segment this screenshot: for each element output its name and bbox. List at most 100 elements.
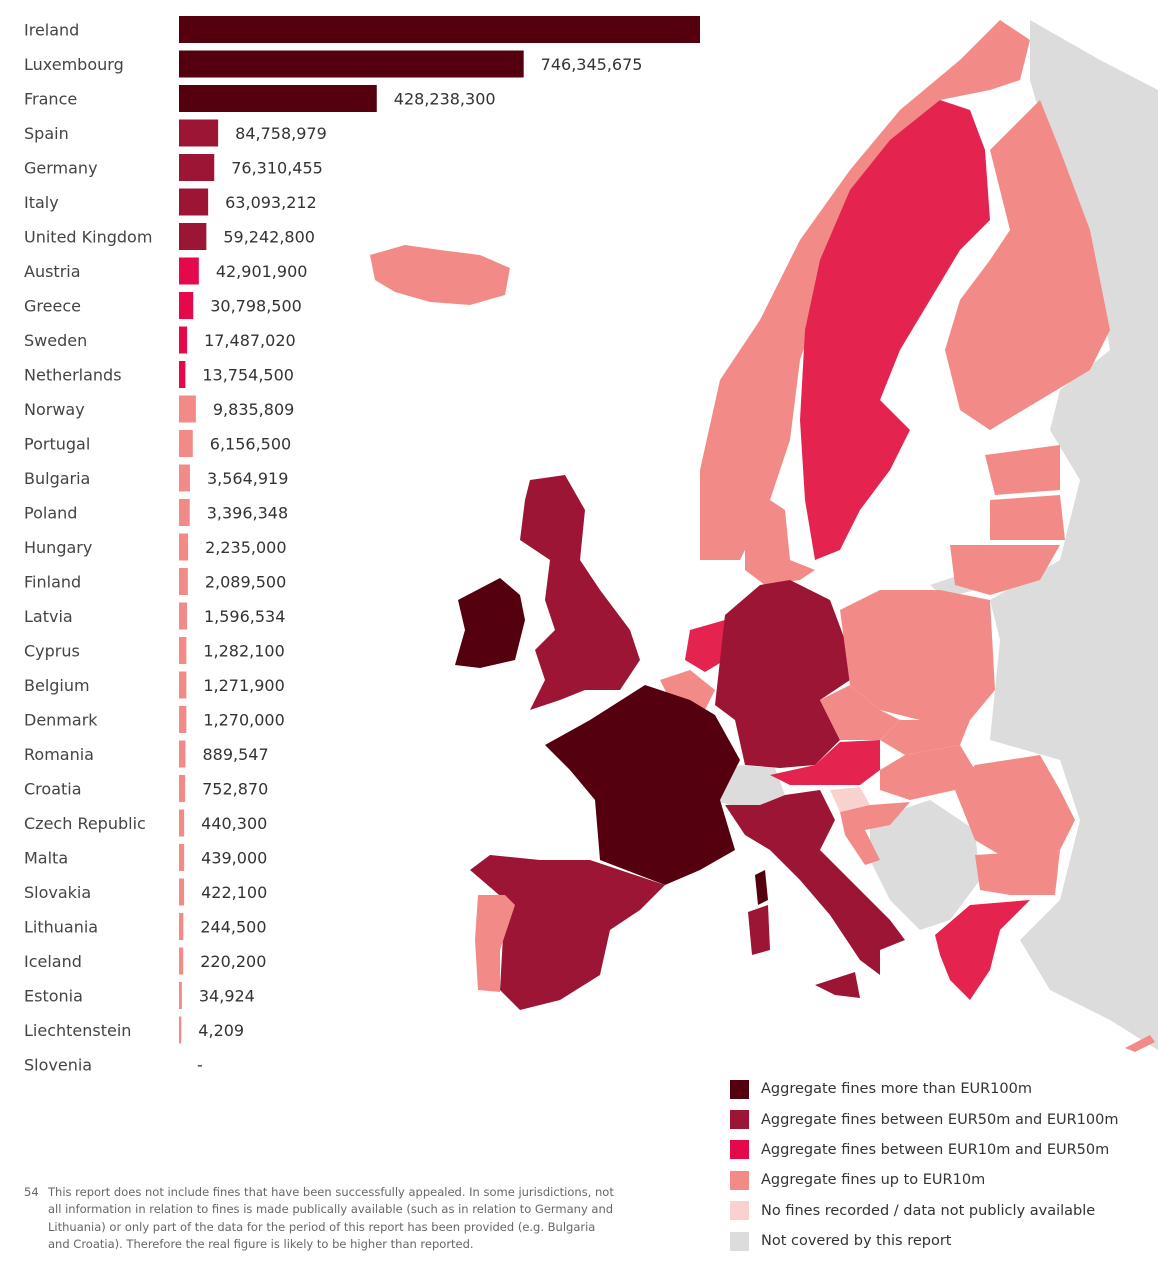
fines-bar-chart: Ireland1,303,514,500Luxembourg746,345,67… bbox=[24, 16, 700, 1075]
bar bbox=[179, 257, 199, 285]
category-label: Lithuania bbox=[24, 918, 98, 937]
bar bbox=[179, 706, 187, 733]
bar bbox=[179, 499, 190, 526]
value-label: 59,242,800 bbox=[223, 228, 315, 247]
map-country-slovenia bbox=[830, 787, 870, 812]
legend-item-no-fines: No fines recorded / data not publicly av… bbox=[730, 1196, 1150, 1226]
bar bbox=[179, 568, 188, 595]
legend-label: Aggregate fines between EUR50m and EUR10… bbox=[761, 1111, 1119, 1128]
value-label: 439,000 bbox=[201, 849, 267, 868]
category-label: Slovenia bbox=[24, 1056, 92, 1075]
map-country-hungary bbox=[880, 745, 975, 800]
map-country-sweden bbox=[800, 100, 990, 560]
legend: Aggregate fines more than EUR100m Aggreg… bbox=[730, 1074, 1150, 1256]
map-country-sicily bbox=[815, 972, 860, 998]
value-label: 1,271,900 bbox=[203, 676, 284, 695]
map-country-norway bbox=[700, 20, 1030, 560]
value-label: 889,547 bbox=[202, 745, 268, 764]
legend-swatch bbox=[730, 1170, 749, 1190]
map-country-germany bbox=[715, 580, 850, 768]
bars-group: Ireland1,303,514,500Luxembourg746,345,67… bbox=[24, 16, 700, 1075]
value-label: 84,758,979 bbox=[235, 124, 327, 143]
map-region-balkans bbox=[870, 800, 980, 930]
bar bbox=[179, 533, 189, 561]
bar bbox=[179, 809, 185, 837]
map-country-greece bbox=[935, 900, 1030, 1000]
bar bbox=[179, 844, 185, 871]
map-country-italy bbox=[725, 790, 905, 975]
bar bbox=[179, 982, 182, 1009]
bar bbox=[179, 326, 188, 354]
map-country-slovakia bbox=[880, 720, 970, 755]
legend-item-over-100m: Aggregate fines more than EUR100m bbox=[730, 1074, 1150, 1104]
bar bbox=[179, 740, 186, 768]
value-label: 3,396,348 bbox=[207, 504, 288, 523]
category-label: Finland bbox=[24, 573, 81, 592]
map-country-portugal bbox=[475, 895, 515, 992]
bar bbox=[179, 775, 186, 802]
legend-swatch bbox=[730, 1231, 749, 1251]
bar bbox=[179, 430, 193, 457]
map-country-sardinia bbox=[748, 905, 770, 955]
value-label: 34,924 bbox=[199, 987, 255, 1006]
bar bbox=[179, 292, 194, 319]
map-region-not-covered-east bbox=[990, 20, 1158, 1050]
category-label: Germany bbox=[24, 159, 98, 178]
bar bbox=[179, 671, 187, 699]
map-country-spain bbox=[470, 855, 665, 1010]
category-label: Iceland bbox=[24, 952, 82, 971]
legend-label: No fines recorded / data not publicly av… bbox=[761, 1202, 1096, 1219]
legend-swatch bbox=[730, 1140, 749, 1160]
category-label: Poland bbox=[24, 504, 77, 523]
category-label: Austria bbox=[24, 262, 81, 281]
category-label: Netherlands bbox=[24, 366, 122, 385]
map-country-poland bbox=[840, 590, 995, 720]
bar bbox=[179, 878, 185, 906]
category-label: Belgium bbox=[24, 676, 90, 695]
map-country-corsica bbox=[755, 870, 768, 905]
category-label: Denmark bbox=[24, 711, 98, 730]
value-label: 13,754,500 bbox=[202, 366, 294, 385]
legend-swatch bbox=[730, 1201, 749, 1221]
bar bbox=[179, 154, 215, 181]
map-country-iceland bbox=[370, 245, 510, 305]
map-country-romania bbox=[955, 755, 1075, 855]
bar bbox=[179, 464, 190, 492]
category-label: Italy bbox=[24, 193, 59, 212]
value-label: - bbox=[197, 1056, 203, 1075]
value-label: 42,901,900 bbox=[216, 262, 308, 281]
category-label: Croatia bbox=[24, 780, 82, 799]
category-label: Greece bbox=[24, 297, 81, 316]
bar bbox=[179, 85, 377, 112]
category-label: Sweden bbox=[24, 331, 87, 350]
value-label: 422,100 bbox=[201, 883, 267, 902]
value-label: 3,564,919 bbox=[207, 469, 288, 488]
value-label: 752,870 bbox=[202, 780, 268, 799]
category-label: Norway bbox=[24, 400, 85, 419]
value-label: 244,500 bbox=[200, 918, 266, 937]
bar bbox=[179, 947, 184, 975]
legend-label: Aggregate fines more than EUR100m bbox=[761, 1081, 1032, 1098]
value-label: 2,089,500 bbox=[205, 573, 286, 592]
value-label: 440,300 bbox=[201, 814, 267, 833]
legend-label: Aggregate fines up to EUR10m bbox=[761, 1172, 986, 1189]
map-country-ireland bbox=[455, 578, 525, 668]
footnote-number: 54 bbox=[24, 1185, 39, 1199]
legend-label: Aggregate fines between EUR10m and EUR50… bbox=[761, 1141, 1110, 1158]
bar bbox=[179, 395, 196, 423]
category-label: Malta bbox=[24, 849, 68, 868]
value-label: 63,093,212 bbox=[225, 193, 317, 212]
map-country-netherlands bbox=[685, 620, 725, 672]
value-label: 6,156,500 bbox=[210, 435, 291, 454]
value-label: 17,487,020 bbox=[204, 331, 296, 350]
value-label: 4,209 bbox=[198, 1021, 244, 1040]
bar bbox=[179, 602, 187, 630]
map-country-denmark bbox=[745, 500, 815, 585]
value-label: 428,238,300 bbox=[394, 90, 496, 109]
map-country-france bbox=[545, 685, 740, 885]
bar bbox=[179, 50, 524, 78]
footnote: 54 This report does not include fines th… bbox=[24, 1184, 624, 1253]
category-label: Luxembourg bbox=[24, 55, 124, 74]
value-label: 1,270,000 bbox=[203, 711, 284, 730]
legend-label: Not covered by this report bbox=[761, 1233, 952, 1250]
